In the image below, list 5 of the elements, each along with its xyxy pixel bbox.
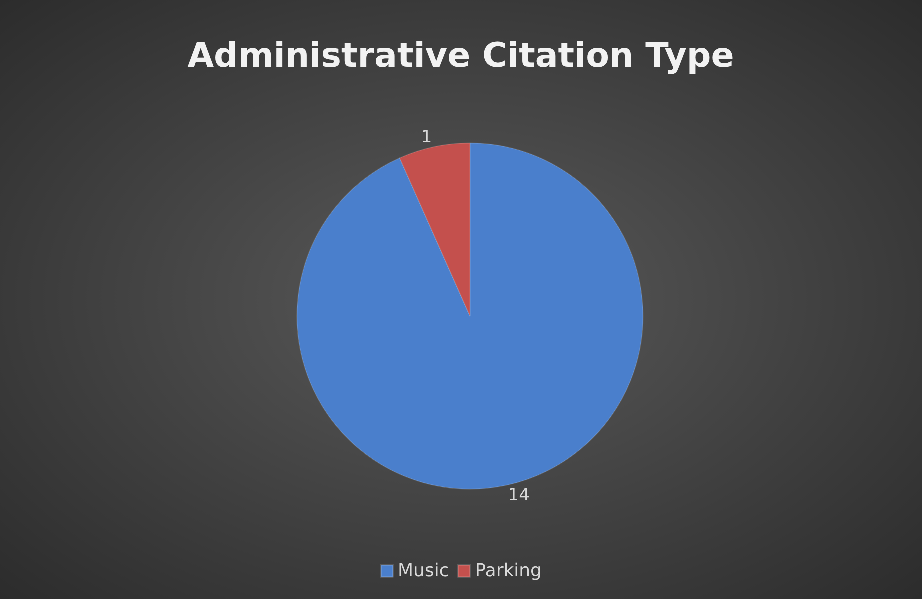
data-label: 14	[508, 485, 530, 506]
legend-label: Music	[398, 560, 450, 582]
data-label: 1	[421, 127, 432, 148]
legend-label: Parking	[475, 560, 542, 582]
chart-title: Administrative Citation Type	[188, 36, 734, 76]
